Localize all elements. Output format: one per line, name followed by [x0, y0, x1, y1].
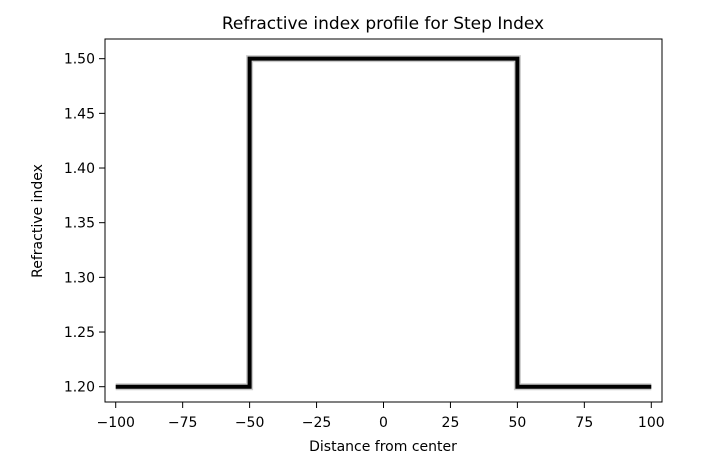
series-layer: [115, 55, 652, 391]
plot-area-frame: [104, 38, 663, 403]
x-tick-label: 100: [638, 415, 665, 431]
y-tick-label: 1.35: [64, 216, 95, 232]
x-tick-label: −50: [235, 415, 265, 431]
y-tick-label: 1.50: [64, 52, 95, 68]
y-tick-label: 1.20: [64, 380, 95, 396]
y-tick-label: 1.40: [64, 161, 95, 177]
y-tick-label: 1.30: [64, 270, 95, 286]
x-tick-label: −25: [302, 415, 332, 431]
chart-title: Refractive index profile for Step Index: [222, 14, 544, 34]
x-tick-label: 25: [442, 415, 460, 431]
y-tick-label: 1.45: [64, 106, 95, 122]
x-tick-label: 50: [508, 415, 526, 431]
x-tick-label: −100: [96, 415, 134, 431]
series-line-halo: [115, 55, 652, 391]
x-tick-label: 0: [379, 415, 388, 431]
x-tick-label: 75: [575, 415, 593, 431]
y-axis-ticks: 1.20 1.25 1.30 1.35 1.40 1.45 1.50: [64, 52, 105, 396]
series-line: [115, 56, 652, 389]
y-axis-label: Refractive index: [30, 164, 46, 278]
x-axis-label: Distance from center: [309, 439, 457, 455]
x-tick-label: −75: [168, 415, 198, 431]
x-axis-ticks: −100 −75 −50 −25 0 25 50 75 100: [96, 402, 665, 431]
y-tick-label: 1.25: [64, 325, 95, 341]
